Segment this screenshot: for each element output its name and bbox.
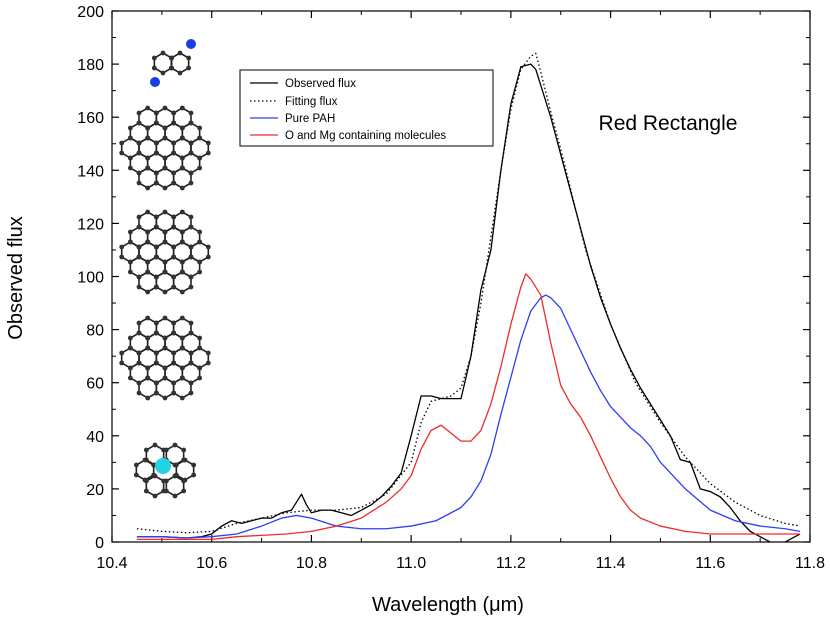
legend-label-fitting: Fitting flux — [285, 96, 338, 108]
x-tick-label: 11.8 — [795, 555, 825, 572]
legend: Observed flux Fitting flux Pure PAH O an… — [239, 69, 494, 147]
x-tick-label: 10.6 — [196, 555, 227, 572]
molecule-large-pah-1 — [119, 209, 211, 295]
y-tick-label: 60 — [86, 376, 104, 393]
y-tick-label: 20 — [86, 482, 104, 499]
molecule-illustrations — [119, 39, 211, 499]
y-tick-label: 180 — [77, 57, 104, 74]
x-tick-label: 11.4 — [596, 555, 626, 572]
series-line-pure-pah — [136, 294, 801, 539]
legend-label-omg: O and Mg containing molecules — [285, 130, 446, 142]
x-tick-label: 10.8 — [296, 555, 327, 572]
chart-title: Red Rectangle — [599, 112, 738, 135]
legend-label-observed: Observed flux — [285, 78, 356, 90]
axis-ticks: 10.4 10.6 10.8 11.0 11.2 11.4 11.6 11.8 0 20 40 60 8… — [77, 4, 825, 572]
y-tick-label: 200 — [77, 4, 104, 21]
series-line-observed-flux — [136, 63, 801, 542]
x-tick-label: 11.0 — [396, 555, 426, 572]
y-tick-label: 100 — [77, 270, 104, 287]
molecule-circumcoronene — [119, 105, 211, 191]
series-line-o-and-mg-containing-molecules — [136, 273, 801, 540]
y-axis-title: Observed flux — [5, 216, 27, 339]
y-tick-label: 0 — [95, 535, 104, 552]
y-tick-label: 80 — [86, 323, 104, 340]
molecule-mg-containing — [133, 442, 197, 499]
series-layer — [136, 52, 801, 542]
molecule-large-pah-2 — [119, 315, 211, 401]
x-tick-label: 11.6 — [695, 555, 725, 572]
x-axis-title: Wavelength (μm) — [372, 594, 524, 616]
legend-box — [239, 69, 494, 147]
x-tick-label: 10.4 — [96, 555, 127, 572]
y-tick-label: 140 — [77, 163, 104, 180]
series-line-fitting-flux — [136, 52, 801, 534]
molecule-small — [150, 39, 196, 87]
x-tick-label: 11.2 — [496, 555, 526, 572]
y-tick-label: 40 — [86, 429, 104, 446]
y-tick-label: 120 — [77, 216, 104, 233]
legend-label-pah: Pure PAH — [285, 113, 335, 125]
y-tick-label: 160 — [77, 110, 104, 127]
